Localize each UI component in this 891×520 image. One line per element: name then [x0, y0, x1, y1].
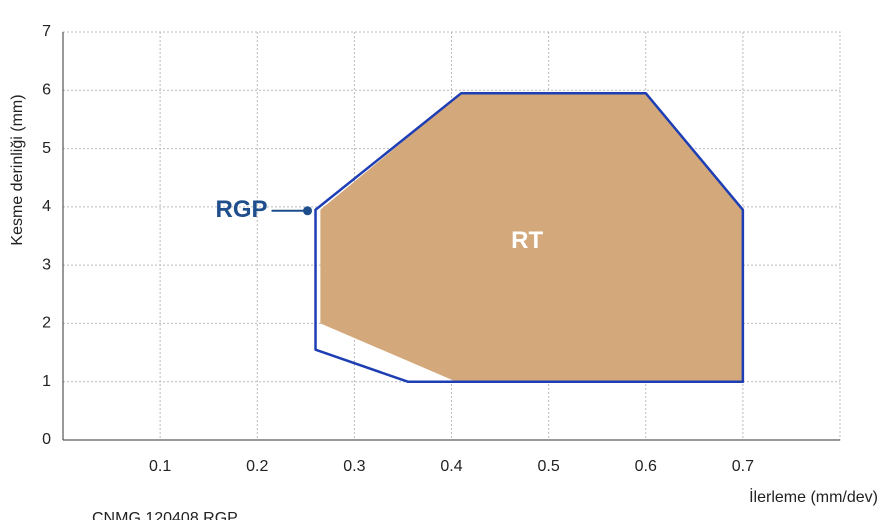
y-tick-label: 5: [42, 140, 51, 157]
region-outline: [314, 91, 745, 383]
x-tick-label: 0.7: [732, 458, 754, 475]
x-tick-label: 0.4: [440, 458, 462, 475]
y-tick-label: 4: [42, 198, 51, 215]
region-label: RGP: [216, 196, 268, 223]
x-tick-label: 0.1: [149, 458, 171, 475]
region-label: RT: [511, 227, 543, 254]
y-tick-label: 6: [42, 82, 51, 99]
region-area: [320, 93, 743, 382]
x-tick-label: 0.2: [246, 458, 268, 475]
x-axis-label: İlerleme (mm/dev): [749, 487, 878, 506]
x-tick-label: 0.5: [538, 458, 560, 475]
y-tick-label: 3: [42, 256, 51, 273]
footnote: CNMG 120408 RGP: [92, 510, 238, 520]
x-tick-label: 0.3: [343, 458, 365, 475]
y-tick-label: 2: [42, 315, 51, 332]
y-tick-label: 1: [42, 373, 51, 390]
x-tick-label: 0.6: [635, 458, 657, 475]
y-axis-label: Kesme derinliği (mm): [9, 94, 26, 245]
y-tick-label: 0: [42, 431, 51, 448]
label-point: [303, 206, 313, 216]
y-tick-label: 7: [42, 23, 51, 40]
